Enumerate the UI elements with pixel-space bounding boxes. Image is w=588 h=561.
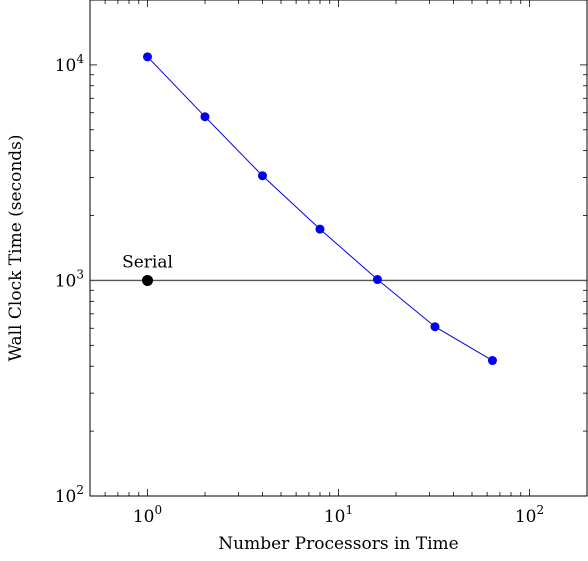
data-point: [257, 171, 267, 181]
series-layer: [142, 52, 497, 366]
data-point: [142, 52, 152, 62]
data-point: [315, 224, 325, 234]
data-point: [487, 356, 497, 366]
y-tick-label-exponent: 4: [76, 52, 84, 66]
y-tick-label: 104: [55, 52, 85, 76]
x-tick-label-base: 10: [324, 507, 346, 527]
ticks-layer: [89, 0, 588, 497]
plot-frame: [89, 0, 588, 497]
y-tick-label-exponent: 3: [76, 267, 84, 281]
x-tick-label-base: 10: [515, 507, 537, 527]
data-point: [430, 322, 440, 332]
serial-label: Serial: [122, 252, 173, 272]
x-tick-label-exponent: 0: [154, 503, 162, 517]
x-tick-label: 101: [324, 503, 353, 527]
y-tick-label-base: 10: [55, 271, 77, 291]
x-axis-title: Number Processors in Time: [218, 534, 458, 554]
serial-layer: Serial: [122, 252, 173, 286]
x-tick-label: 100: [133, 503, 162, 527]
x-tick-label-base: 10: [133, 507, 155, 527]
y-tick-label-base: 10: [55, 487, 77, 507]
x-tick-label-exponent: 2: [537, 503, 545, 517]
y-tick-label: 103: [55, 267, 84, 291]
x-tick-label: 102: [515, 503, 544, 527]
x-tick-label-exponent: 1: [346, 503, 354, 517]
y-tick-label-base: 10: [55, 56, 77, 76]
data-point: [200, 112, 210, 122]
series-line: [147, 56, 493, 361]
y-tick-label-exponent: 2: [76, 483, 84, 497]
data-point: [372, 275, 382, 285]
y-axis-title: Wall Clock Time (seconds): [6, 134, 26, 361]
serial-point: [141, 274, 153, 286]
y-tick-label: 102: [55, 483, 84, 507]
